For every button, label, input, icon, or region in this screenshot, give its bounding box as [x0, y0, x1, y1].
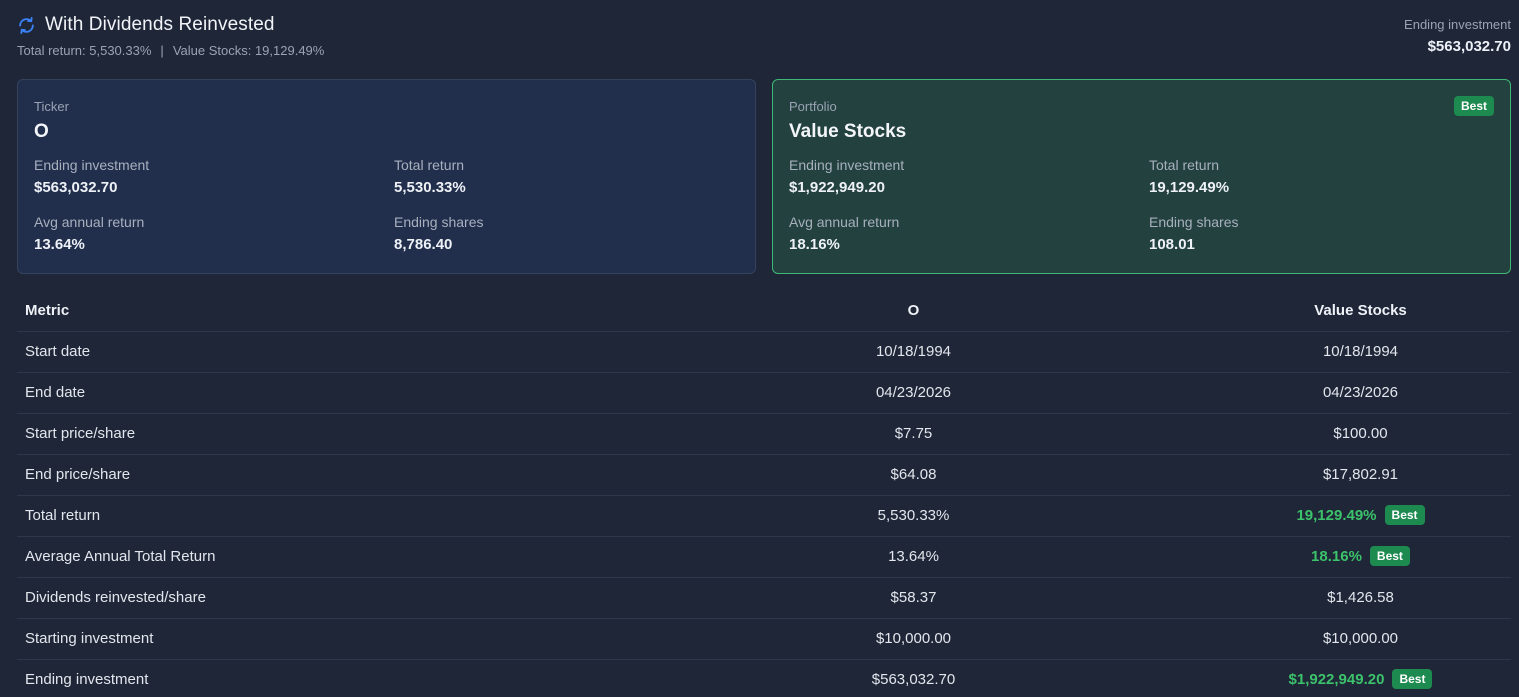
- stat-value: 18.16%: [789, 236, 840, 253]
- header-ending-label: Ending investment: [1404, 17, 1511, 32]
- metric-cell: End price/share: [17, 454, 617, 496]
- table-header-row: Metric O Value Stocks: [17, 290, 1511, 332]
- table-row: Average Annual Total Return 13.64% 18.16…: [17, 536, 1511, 578]
- column-header-portfolio: Value Stocks: [1210, 290, 1511, 332]
- stat-label: Ending investment: [789, 157, 905, 173]
- stat-value: $1,922,949.20: [789, 179, 885, 196]
- table-row: Ending investment $563,032.70 $1,922,949…: [17, 659, 1511, 697]
- stat-label: Ending shares: [394, 214, 484, 230]
- portfolio-value-cell: $17,802.91: [1210, 454, 1511, 496]
- summary-line: Total return: 5,530.33% | Value Stocks: 19…: [17, 43, 1511, 58]
- table-row: Dividends reinvested/share $58.37 $1,426…: [17, 577, 1511, 619]
- best-badge: Best: [1453, 96, 1494, 116]
- portfolio-value-cell: $100.00: [1210, 413, 1511, 455]
- stat-label: Total return: [394, 157, 465, 173]
- portfolio-avg-annual-return: Avg annual return 18.16%: [789, 214, 1129, 253]
- table-row: Start date 10/18/1994 10/18/1994: [17, 331, 1511, 373]
- ticker-value-cell: 5,530.33%: [617, 495, 1210, 537]
- page-title: With Dividends Reinvested: [45, 14, 275, 35]
- portfolio-ending-investment: Ending investment $1,922,949.20: [789, 157, 1129, 196]
- best-badge: Best: [1384, 504, 1425, 525]
- ticker-ending-shares: Ending shares 8,786.40: [394, 214, 734, 253]
- metric-cell: Ending investment: [17, 659, 617, 697]
- stat-value: 108.01: [1149, 236, 1195, 253]
- portfolio-value-cell-best: 18.16% Best: [1210, 536, 1511, 578]
- column-header-ticker: O: [617, 290, 1210, 332]
- stat-label: Avg annual return: [34, 214, 145, 230]
- stat-label: Ending investment: [34, 157, 150, 173]
- ticker-value-cell: $64.08: [617, 454, 1210, 496]
- metric-cell: Start date: [17, 331, 617, 373]
- metric-cell: Start price/share: [17, 413, 617, 455]
- total-return-summary: Total return: 5,530.33%: [17, 43, 152, 58]
- ticker-value-cell: 04/23/2026: [617, 372, 1210, 414]
- portfolio-value-cell: 04/23/2026: [1210, 372, 1511, 414]
- comparison-table-container: Metric O Value Stocks Start date 10/18/1…: [17, 290, 1511, 697]
- portfolio-value-cell-best: 19,129.49% Best: [1210, 495, 1511, 537]
- ticker-card-kind: Ticker: [34, 99, 69, 114]
- stat-label: Avg annual return: [789, 214, 900, 230]
- portfolio-value-cell: 10/18/1994: [1210, 331, 1511, 373]
- metric-cell: Starting investment: [17, 618, 617, 660]
- refresh-icon: [19, 16, 34, 34]
- ticker-total-return: Total return 5,530.33%: [394, 157, 734, 196]
- column-header-metric: Metric: [17, 290, 617, 332]
- ticker-avg-annual-return: Avg annual return 13.64%: [34, 214, 374, 253]
- header-ending-investment: Ending investment $563,032.70: [1404, 17, 1511, 55]
- results-header: With Dividends Reinvested Total return: …: [17, 14, 1511, 70]
- table-row: End price/share $64.08 $17,802.91: [17, 454, 1511, 496]
- metric-cell: Total return: [17, 495, 617, 537]
- portfolio-return-summary: Value Stocks: 19,129.49%: [172, 43, 325, 58]
- portfolio-ending-shares: Ending shares 108.01: [1149, 214, 1489, 253]
- stat-value: 13.64%: [34, 236, 85, 253]
- portfolio-card: Best Portfolio Value Stocks Ending inves…: [772, 79, 1511, 274]
- stat-label: Ending shares: [1149, 214, 1239, 230]
- header-ending-value: $563,032.70: [1427, 38, 1511, 55]
- ticker-value-cell: $563,032.70: [617, 659, 1210, 697]
- stat-value: 5,530.33%: [394, 179, 466, 196]
- table-row: Total return 5,530.33% 19,129.49% Best: [17, 495, 1511, 537]
- ticker-value-cell: $10,000.00: [617, 618, 1210, 660]
- comparison-table: Metric O Value Stocks Start date 10/18/1…: [17, 290, 1511, 697]
- ticker-value-cell: $58.37: [617, 577, 1210, 619]
- best-badge: Best: [1369, 545, 1410, 566]
- ticker-stats: Ending investment $563,032.70 Total retu…: [34, 157, 739, 267]
- stat-label: Total return: [1149, 157, 1220, 173]
- best-value: $1,922,949.20: [1288, 670, 1385, 688]
- ticker-card-name: O: [34, 121, 49, 142]
- portfolio-value-cell: $1,426.58: [1210, 577, 1511, 619]
- ticker-ending-investment: Ending investment $563,032.70: [34, 157, 374, 196]
- table-body: Start date 10/18/1994 10/18/1994 End dat…: [17, 331, 1511, 697]
- table-row: Start price/share $7.75 $100.00: [17, 413, 1511, 455]
- metric-cell: End date: [17, 372, 617, 414]
- portfolio-stats: Ending investment $1,922,949.20 Total re…: [789, 157, 1494, 267]
- title-row: With Dividends Reinvested: [17, 14, 1511, 36]
- stat-value: $563,032.70: [34, 179, 118, 196]
- ticker-value-cell: 13.64%: [617, 536, 1210, 578]
- portfolio-value-cell: $10,000.00: [1210, 618, 1511, 660]
- stat-value: 19,129.49%: [1149, 179, 1230, 196]
- portfolio-total-return: Total return 19,129.49%: [1149, 157, 1489, 196]
- ticker-card: Ticker O Ending investment $563,032.70 T…: [17, 79, 756, 274]
- best-value: 19,129.49%: [1296, 506, 1377, 524]
- table-row: End date 04/23/2026 04/23/2026: [17, 372, 1511, 414]
- table-row: Starting investment $10,000.00 $10,000.0…: [17, 618, 1511, 660]
- ticker-value-cell: $7.75: [617, 413, 1210, 455]
- ticker-value-cell: 10/18/1994: [617, 331, 1210, 373]
- portfolio-card-name: Value Stocks: [789, 121, 907, 142]
- portfolio-value-cell-best: $1,922,949.20 Best: [1210, 659, 1511, 697]
- summary-separator: |: [160, 43, 164, 58]
- best-value: 18.16%: [1311, 547, 1362, 565]
- metric-cell: Dividends reinvested/share: [17, 577, 617, 619]
- metric-cell: Average Annual Total Return: [17, 536, 617, 578]
- best-badge: Best: [1392, 668, 1433, 689]
- stat-value: 8,786.40: [394, 236, 453, 253]
- portfolio-card-kind: Portfolio: [789, 99, 837, 114]
